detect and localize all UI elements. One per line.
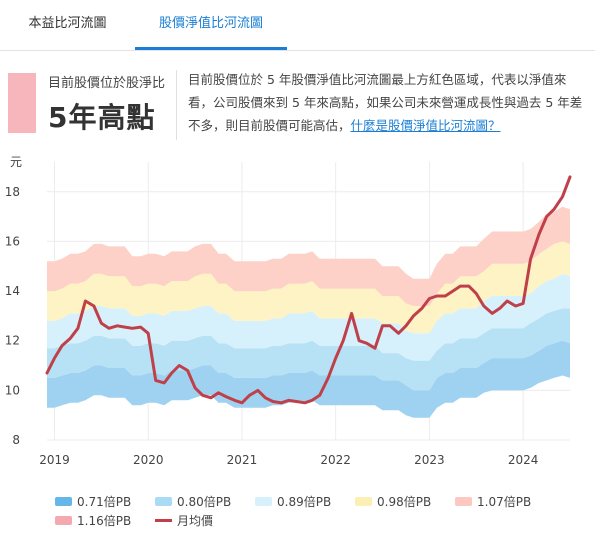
- legend-label: 0.71倍PB: [77, 495, 132, 509]
- current-position-value: 5年高點: [48, 101, 156, 134]
- legend-item-116[interactable]: 1.16倍PB: [55, 513, 131, 529]
- legend-label: 月均價: [177, 514, 214, 528]
- tab-pb-river[interactable]: 股價淨值比河流圖: [135, 0, 287, 50]
- pb-river-chart: 8 10 12 14 16 18 元 2019 2020 2021 2022 2023 2024: [5, 155, 572, 467]
- legend-item-monthly-price[interactable]: 月均價: [155, 513, 213, 529]
- y-tick-label-10: 10: [5, 383, 20, 397]
- legend-label: 0.80倍PB: [177, 495, 232, 509]
- y-axis-unit: 元: [10, 155, 22, 169]
- y-tick-label-8: 8: [12, 433, 20, 447]
- y-tick-label-12: 12: [5, 334, 20, 348]
- legend-swatch: [455, 497, 472, 506]
- current-position-label: 目前股價位於股淨比: [48, 76, 166, 91]
- x-tick-label-2022: 2022: [320, 453, 351, 467]
- x-tick-label-2021: 2021: [227, 453, 258, 467]
- x-tick-label-2024: 2024: [508, 453, 539, 467]
- legend-item-071[interactable]: 0.71倍PB: [55, 494, 131, 510]
- band-4: [47, 206, 570, 306]
- monthly-price-line: [45, 175, 572, 405]
- tab-bar: 本益比河流圖 股價淨值比河流圖: [0, 0, 595, 51]
- summary-description: 目前股價位於 5 年股價淨值比河流圖最上方紅色區域，代表以淨值來看，公司股價來到…: [188, 68, 588, 137]
- y-tick-label-16: 16: [5, 234, 20, 248]
- zone-color-swatch: [8, 73, 36, 133]
- legend-swatch: [355, 497, 372, 506]
- legend-item-107[interactable]: 1.07倍PB: [455, 494, 531, 510]
- help-link[interactable]: 什麼是股價淨值比河流圖？: [350, 118, 501, 133]
- legend-label: 1.16倍PB: [77, 514, 132, 528]
- band-1: [47, 308, 570, 391]
- legend-label: 0.98倍PB: [377, 495, 432, 509]
- legend-swatch: [55, 516, 72, 525]
- tab-pe-river[interactable]: 本益比河流圖: [28, 16, 107, 31]
- x-tick-label-2019: 2019: [39, 453, 70, 467]
- band-0: [47, 340, 570, 418]
- summary-divider: [176, 70, 177, 140]
- x-tick-label-2023: 2023: [414, 453, 445, 467]
- legend-label: 1.07倍PB: [477, 495, 532, 509]
- legend-swatch: [155, 497, 172, 506]
- legend-item-089[interactable]: 0.89倍PB: [255, 494, 331, 510]
- band-2: [47, 273, 570, 361]
- legend-swatch: [255, 497, 272, 506]
- legend-item-098[interactable]: 0.98倍PB: [355, 494, 431, 510]
- legend-swatch: [55, 497, 72, 506]
- x-tick-label-2020: 2020: [133, 453, 164, 467]
- y-tick-label-18: 18: [5, 185, 20, 199]
- legend-line: [155, 519, 172, 522]
- legend-label: 0.89倍PB: [277, 495, 332, 509]
- legend-item-080[interactable]: 0.80倍PB: [155, 494, 231, 510]
- description-text: 目前股價位於 5 年股價淨值比河流圖最上方紅色區域，代表以淨值來看，公司股價來到…: [188, 72, 583, 133]
- y-tick-label-14: 14: [5, 284, 20, 298]
- band-3: [47, 241, 570, 334]
